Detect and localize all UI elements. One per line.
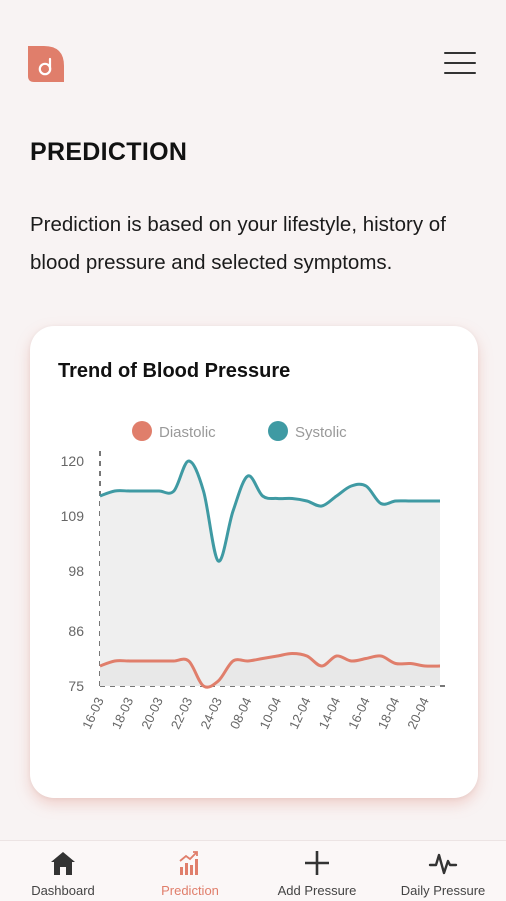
- x-tick-label: 24-03: [197, 695, 225, 731]
- x-tick-label: 16-04: [345, 695, 373, 731]
- page-description: Prediction is based on your lifestyle, h…: [30, 206, 485, 282]
- hamburger-menu-icon[interactable]: [444, 52, 478, 76]
- x-tick-label: 18-04: [375, 695, 403, 731]
- nav-item-daily-pressure[interactable]: Daily Pressure: [380, 841, 506, 901]
- x-tick-label: 08-04: [227, 695, 255, 731]
- pulse-icon: [427, 849, 459, 877]
- bar-chart-trend-icon: [174, 849, 206, 877]
- nav-label-add-pressure: Add Pressure: [254, 883, 380, 898]
- x-tick-label: 20-04: [404, 695, 432, 731]
- nav-label-dashboard: Dashboard: [0, 883, 126, 898]
- x-tick-label: 18-03: [109, 695, 137, 731]
- home-icon: [47, 849, 79, 877]
- bottom-navigation: Dashboard Prediction Add Pressure Daily …: [0, 840, 506, 901]
- nav-item-dashboard[interactable]: Dashboard: [0, 841, 126, 901]
- page-title: PREDICTION: [30, 138, 187, 167]
- app-header: [0, 0, 506, 110]
- x-tick-label: 16-03: [79, 695, 107, 731]
- legend-swatch-diastolic: [132, 421, 152, 441]
- chart-plot-area: [100, 461, 440, 687]
- nav-label-prediction: Prediction: [127, 883, 253, 898]
- y-tick-label: 109: [61, 508, 85, 524]
- x-tick-label: 22-03: [168, 695, 196, 731]
- x-tick-label: 10-04: [256, 695, 284, 731]
- nav-item-add-pressure[interactable]: Add Pressure: [254, 841, 380, 901]
- plus-icon: [301, 849, 333, 877]
- heart-drop-logo[interactable]: [28, 46, 64, 82]
- nav-label-daily-pressure: Daily Pressure: [380, 883, 506, 898]
- nav-item-prediction[interactable]: Prediction: [127, 841, 253, 901]
- series-area-systolic: [100, 461, 440, 686]
- legend-label-systolic: Systolic: [295, 424, 347, 441]
- x-tick-label: 12-04: [286, 695, 314, 731]
- x-tick-label: 14-04: [316, 695, 344, 731]
- y-tick-label: 120: [61, 453, 85, 469]
- y-tick-label: 98: [68, 563, 84, 579]
- y-tick-label: 86: [68, 623, 84, 639]
- legend-swatch-systolic: [268, 421, 288, 441]
- x-tick-label: 20-03: [138, 695, 166, 731]
- y-tick-label: 75: [68, 678, 84, 694]
- chart-legend: Diastolic Systolic: [132, 421, 347, 441]
- legend-label-diastolic: Diastolic: [159, 424, 216, 441]
